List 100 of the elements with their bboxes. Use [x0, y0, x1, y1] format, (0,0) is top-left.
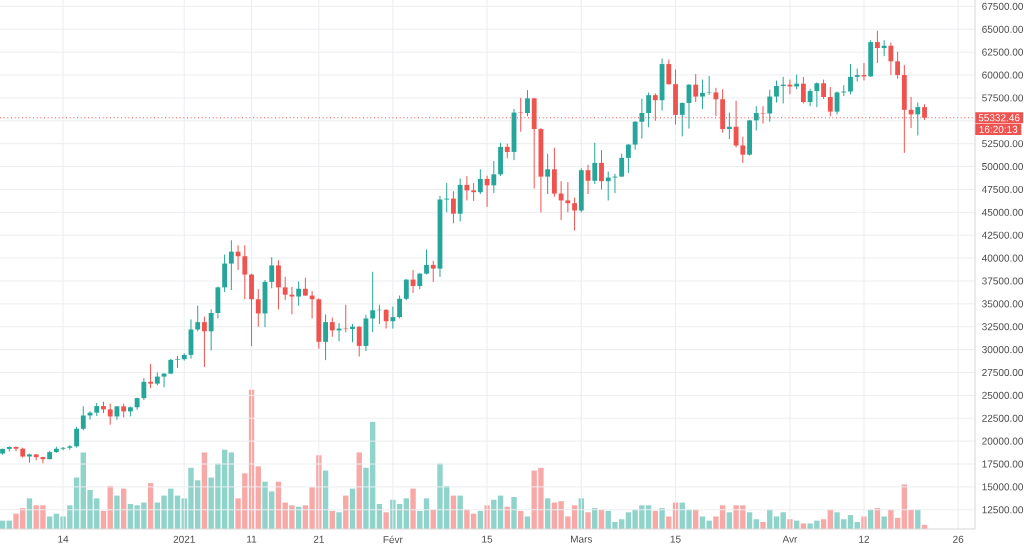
- y-tick-label: 42500.00: [981, 231, 1024, 239]
- candlestick: [40, 456, 46, 464]
- y-tick-label: 17500.00: [982, 460, 1024, 468]
- candlestick: [545, 153, 551, 195]
- candlestick: [282, 276, 288, 301]
- candlestick: [875, 30, 880, 64]
- y-tick-label: 30000.00: [982, 346, 1024, 354]
- candlestick: [424, 248, 429, 276]
- candlestick: [74, 426, 79, 449]
- candlestick: [484, 175, 490, 208]
- candlestick: [276, 259, 281, 310]
- y-tick-label: 12500.00: [982, 506, 1024, 514]
- bar: [457, 495, 463, 529]
- candlestick: [774, 80, 779, 103]
- candlestick: [848, 63, 853, 95]
- bar: [659, 508, 665, 529]
- x-tick-label: Mars: [571, 535, 593, 543]
- candlestick: [148, 363, 154, 389]
- bar: [410, 488, 416, 529]
- y-tick-label: 65000.00: [982, 25, 1024, 33]
- candlestick: [222, 253, 228, 293]
- candlestick: [202, 316, 207, 368]
- y-tick-label: 57500.00: [982, 94, 1024, 102]
- candlestick: [255, 288, 261, 328]
- candlestick: [572, 197, 577, 232]
- x-tick-label: Févr: [383, 535, 403, 544]
- y-tick-label: 52500.00: [982, 140, 1024, 148]
- candlestick: [700, 79, 705, 110]
- candlestick: [619, 153, 625, 178]
- candlestick: [599, 149, 604, 190]
- x-tick-label: 11: [247, 535, 257, 543]
- y-tick-label: 22500.00: [982, 414, 1024, 422]
- candlestick: [632, 120, 638, 151]
- y-tick-label: 40000.00: [981, 254, 1024, 262]
- candlestick: [13, 445, 19, 452]
- candlestick: [706, 75, 712, 96]
- y-tick-label: 62500.00: [982, 48, 1024, 56]
- ref-line-label: 55332.46: [978, 114, 1020, 122]
- bar: [524, 516, 531, 529]
- candlestick: [693, 73, 699, 103]
- candlestick: [107, 403, 113, 426]
- bar: [46, 516, 53, 529]
- bar: [114, 495, 120, 529]
- candlestick: [915, 102, 921, 136]
- candlestick: [767, 89, 773, 123]
- x-tick-label: 15: [482, 535, 493, 543]
- x-tick-label: 12: [859, 535, 870, 543]
- candlestick: [740, 136, 746, 164]
- y-tick-label: 37500.00: [982, 277, 1024, 285]
- bar: [383, 512, 389, 529]
- candlestick: [403, 278, 409, 301]
- candlestick: [208, 308, 214, 352]
- candlestick: [323, 313, 328, 361]
- candlestick: [350, 323, 355, 343]
- candlestick: [679, 102, 685, 137]
- y-tick-label: 60000.00: [982, 71, 1024, 79]
- x-tick-label: 21: [313, 535, 324, 543]
- candlestick: [800, 76, 806, 104]
- y-tick-label: 25000.00: [982, 391, 1024, 399]
- y-tick-label: 47500.00: [981, 185, 1024, 193]
- y-tick-label: 27500.00: [982, 368, 1024, 377]
- candlestick: [821, 79, 826, 100]
- candlestick: [451, 190, 456, 224]
- candlestick: [397, 295, 403, 319]
- x-tick-label: 15: [670, 535, 681, 543]
- candlestick: [464, 175, 470, 201]
- bar: [585, 512, 591, 529]
- candlestick: [80, 405, 86, 431]
- candlestick: [491, 160, 497, 194]
- candlestick: [242, 244, 248, 300]
- candlestick: [228, 239, 234, 291]
- text: 16:20:13: [979, 125, 1018, 133]
- candlestick: [666, 58, 672, 86]
- candlestick: [565, 181, 571, 213]
- candlestick: [383, 308, 389, 330]
- candlestick: [430, 260, 436, 283]
- x-tick-label: Avr: [782, 535, 798, 543]
- candlestick: [612, 173, 618, 194]
- y-tick-label: 50000.00: [982, 163, 1024, 171]
- x-tick-label: 26: [953, 535, 964, 543]
- candlestick: [289, 286, 295, 315]
- candlestick: [646, 91, 652, 128]
- candlestick: [235, 244, 241, 271]
- x-tick-label: 2021: [173, 535, 195, 543]
- x-tick-label: 14: [58, 535, 69, 543]
- candlestick: [477, 168, 483, 195]
- bar: [511, 496, 517, 529]
- y-tick-label: 67500.00: [982, 2, 1024, 10]
- candlestick: [753, 105, 759, 131]
- candlestick: [888, 42, 894, 76]
- candlestick: [444, 182, 450, 213]
- bar: [336, 512, 342, 529]
- y-tick-label: 32500.00: [982, 323, 1024, 331]
- y-tick-label: 45000.00: [981, 208, 1024, 216]
- y-tick-label: 15000.00: [982, 483, 1024, 491]
- candlestick: [269, 256, 275, 289]
- candlestick: [525, 89, 530, 117]
- candlestick: [558, 180, 564, 221]
- bar: [760, 522, 766, 529]
- bar: [773, 516, 780, 529]
